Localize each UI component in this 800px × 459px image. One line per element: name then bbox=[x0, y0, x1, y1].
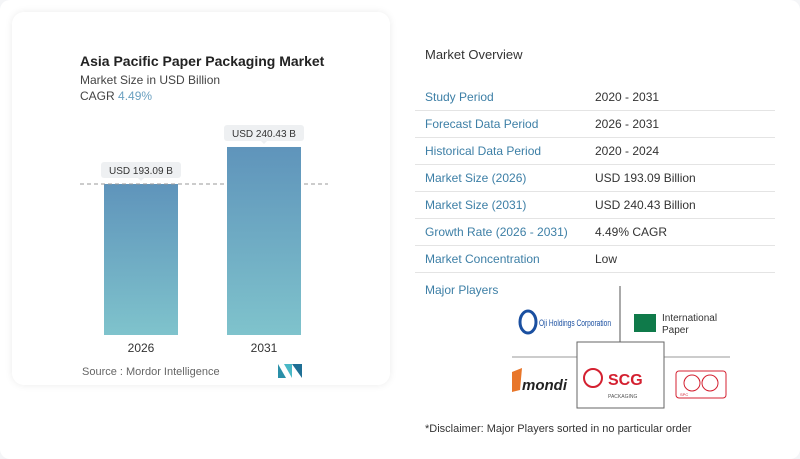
data-label-pointer bbox=[261, 140, 267, 144]
overview-value: USD 240.43 Billion bbox=[595, 198, 696, 212]
overview-row: Market Concentration Low bbox=[415, 246, 775, 273]
overview-key: Study Period bbox=[425, 90, 494, 104]
bar-chart: USD 193.09 B 2026 USD 240.43 B 2031 bbox=[80, 124, 328, 355]
overview-key: Forecast Data Period bbox=[425, 117, 539, 131]
data-label-pointer bbox=[138, 178, 144, 182]
x-tick-label: 2031 bbox=[251, 341, 278, 355]
oji-logo: Oji Holdings Corporation bbox=[518, 309, 611, 335]
cagr-value: 4.49% bbox=[118, 89, 153, 103]
overview-key: Market Concentration bbox=[425, 252, 540, 266]
spc-logo: SPC bbox=[675, 370, 727, 399]
mondi-logo: mondi bbox=[512, 368, 568, 394]
bar-2026 bbox=[104, 184, 178, 335]
overview-value: 2020 - 2024 bbox=[595, 144, 660, 158]
overview-row: Historical Data Period 2020 - 2024 bbox=[415, 138, 775, 165]
overview-key: Market Size (2026) bbox=[425, 171, 527, 185]
major-players-label: Major Players bbox=[425, 283, 499, 297]
disclaimer: *Disclaimer: Major Players sorted in no … bbox=[425, 423, 692, 435]
svg-text:mondi: mondi bbox=[522, 377, 568, 394]
overview-key: Market Size (2031) bbox=[425, 198, 527, 212]
svg-text:SCG: SCG bbox=[608, 372, 643, 389]
data-label: USD 193.09 B bbox=[109, 166, 173, 177]
international-paper-logo: International Paper bbox=[634, 313, 717, 336]
data-label-bg bbox=[101, 162, 181, 179]
overview-key: Historical Data Period bbox=[425, 144, 542, 158]
overview-value: 2020 - 2031 bbox=[595, 90, 660, 104]
overview-row: Market Size (2026) USD 193.09 Billion bbox=[415, 165, 775, 192]
overview-value: USD 193.09 Billion bbox=[595, 171, 696, 185]
mordor-intelligence-logo bbox=[278, 364, 302, 378]
svg-text:SPC: SPC bbox=[680, 392, 688, 397]
bar-2031 bbox=[227, 146, 301, 335]
chart-subtitle: Market Size in USD Billion bbox=[80, 73, 221, 87]
svg-text:International: International bbox=[662, 313, 717, 324]
chart-title: Asia Pacific Paper Packaging Market bbox=[80, 53, 325, 69]
cagr-label: CAGR bbox=[80, 89, 115, 103]
overview-row: Forecast Data Period 2026 - 2031 bbox=[415, 111, 775, 138]
x-tick-label: 2026 bbox=[128, 341, 155, 355]
cagr: CAGR 4.49% bbox=[80, 89, 152, 103]
overview-title: Market Overview bbox=[425, 47, 523, 62]
overview-value: 2026 - 2031 bbox=[595, 117, 660, 131]
svg-text:PACKAGING: PACKAGING bbox=[608, 394, 637, 400]
svg-text:Paper: Paper bbox=[662, 325, 689, 336]
data-label-bg bbox=[224, 124, 304, 141]
overview-value: Low bbox=[595, 252, 618, 266]
overview-value: 4.49% CAGR bbox=[595, 225, 668, 239]
scg-logo: SCG PACKAGING bbox=[583, 368, 643, 400]
overview-row: Growth Rate (2026 - 2031) 4.49% CAGR bbox=[415, 219, 775, 246]
overview-key: Growth Rate (2026 - 2031) bbox=[425, 225, 568, 239]
source-text: Source : Mordor Intelligence bbox=[82, 366, 220, 378]
overview-row: Market Size (2031) USD 240.43 Billion bbox=[415, 192, 775, 219]
overview-row: Study Period 2020 - 2031 bbox=[415, 84, 775, 111]
chart-card bbox=[12, 12, 390, 385]
oji-text: Oji Holdings Corporation bbox=[539, 318, 611, 328]
data-label: USD 240.43 B bbox=[232, 129, 296, 140]
